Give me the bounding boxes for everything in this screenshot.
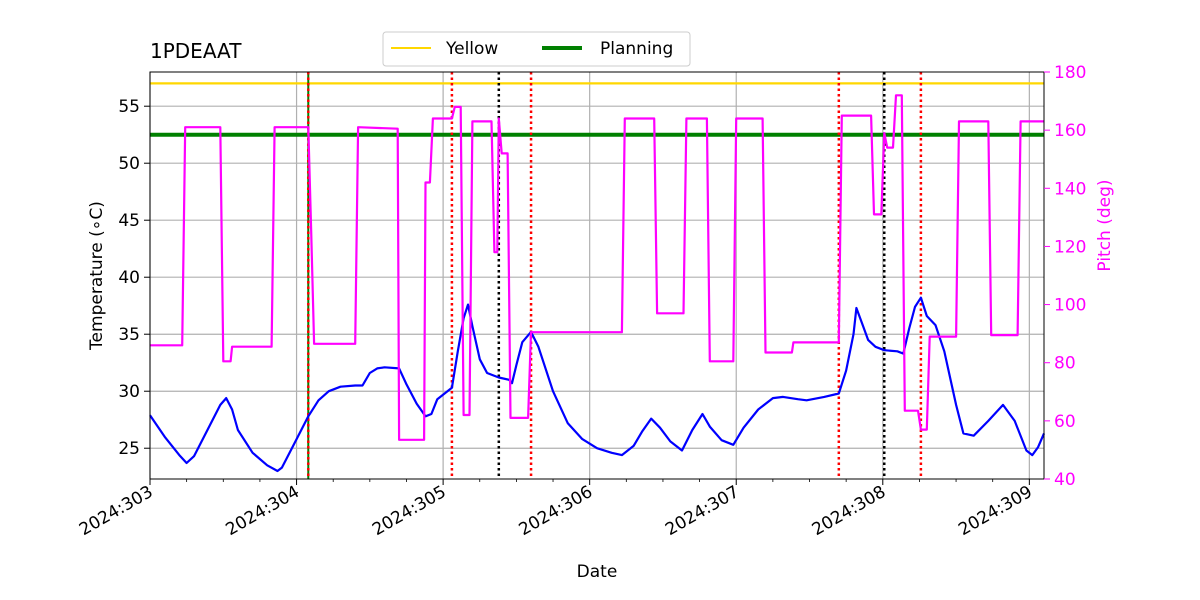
legend: Yellow Planning [382, 31, 691, 67]
y-tick-label-left: 55 [118, 97, 140, 117]
y-axis-right: 40 60 80 100 120 140 160 180 [1044, 63, 1086, 490]
y-axis-label-left: Temperature (∘C) [87, 201, 107, 351]
y-tick-label-right: 40 [1054, 470, 1076, 490]
legend-label-yellow: Yellow [445, 39, 498, 59]
y-tick-label-right: 140 [1054, 179, 1086, 199]
y-tick-label-left: 40 [118, 268, 140, 288]
y-axis-left: 25 30 35 40 45 50 55 [118, 97, 150, 459]
threshold-lines [150, 82, 1044, 137]
y-tick-label-right: 180 [1054, 63, 1086, 83]
pitch-line [150, 94, 1044, 441]
chart-title: 1PDEAAT [150, 39, 242, 63]
x-axis-label: Date [577, 562, 618, 582]
legend-label-planning: Planning [600, 39, 673, 59]
series-lines [149, 94, 1046, 473]
y-tick-label-right: 80 [1054, 354, 1076, 374]
temperature-line [149, 296, 1046, 473]
y-tick-label-left: 30 [118, 382, 140, 402]
y-axis-label-right: Pitch (deg) [1095, 179, 1115, 271]
y-tick-label-right: 60 [1054, 412, 1076, 432]
y-tick-label-right: 120 [1054, 237, 1086, 257]
y-tick-label-left: 35 [118, 325, 140, 345]
y-tick-label-right: 100 [1054, 296, 1086, 316]
y-tick-label-left: 45 [118, 211, 140, 231]
y-tick-label-left: 50 [118, 154, 140, 174]
y-tick-label-left: 25 [118, 439, 140, 459]
legend-box [382, 31, 691, 67]
y-tick-label-right: 160 [1054, 121, 1086, 141]
plot-frame [149, 71, 1045, 480]
